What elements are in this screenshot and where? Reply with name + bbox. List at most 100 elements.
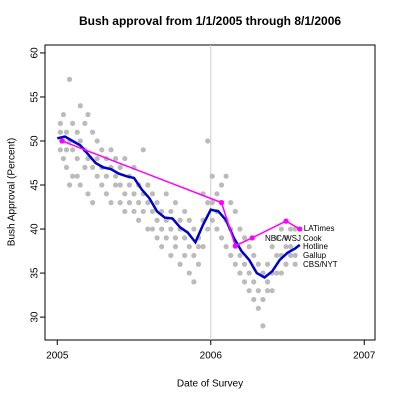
- point: [255, 261, 261, 267]
- point: [292, 261, 298, 267]
- point: [209, 173, 215, 179]
- point: [283, 244, 289, 250]
- point: [292, 252, 298, 259]
- point: [94, 173, 100, 179]
- point: [85, 191, 91, 197]
- point: [57, 129, 63, 135]
- point: [246, 244, 252, 250]
- point: [66, 182, 73, 188]
- y-tick-label: 50: [30, 135, 41, 147]
- point: [63, 129, 70, 135]
- point: [205, 226, 211, 232]
- point: [74, 129, 80, 135]
- point: [117, 200, 123, 206]
- plot-frame: [44, 44, 376, 341]
- point: [99, 147, 105, 153]
- point: [232, 208, 238, 215]
- point: [260, 270, 266, 276]
- point: [154, 235, 160, 241]
- annotation: Gallup: [303, 251, 327, 260]
- line: [61, 140, 301, 247]
- y-tick-label: 35: [30, 267, 41, 279]
- annotation: NBC/WSJ: [265, 234, 301, 243]
- point: [70, 120, 76, 126]
- y-axis-title: Bush Approval (Percent): [7, 138, 18, 246]
- point: [255, 288, 261, 294]
- point: [249, 235, 255, 241]
- point: [232, 261, 238, 267]
- point: [228, 252, 234, 259]
- point: [85, 111, 91, 118]
- point: [126, 200, 133, 206]
- point: [195, 244, 202, 250]
- point: [232, 243, 238, 249]
- point: [191, 279, 197, 285]
- point: [131, 191, 137, 197]
- y-tick-label: 60: [30, 47, 41, 59]
- point: [126, 182, 133, 188]
- point: [223, 244, 229, 250]
- point: [168, 208, 174, 215]
- point: [145, 226, 151, 232]
- y-tick-label: 55: [30, 91, 41, 103]
- y-tick-label: 30: [30, 311, 41, 323]
- point: [140, 208, 146, 215]
- point: [264, 261, 271, 267]
- annotation: Hotline: [303, 242, 328, 251]
- point: [283, 235, 289, 241]
- point: [274, 270, 280, 276]
- point: [63, 164, 70, 171]
- point: [283, 261, 289, 267]
- point: [149, 226, 156, 232]
- point: [57, 147, 63, 153]
- point: [195, 261, 202, 267]
- point: [218, 235, 225, 241]
- point: [177, 217, 183, 223]
- point: [218, 182, 225, 188]
- point: [145, 182, 151, 188]
- x-tick-label: 2007: [353, 351, 376, 362]
- point: [89, 129, 96, 135]
- point: [113, 182, 119, 188]
- point: [274, 252, 280, 259]
- point: [77, 182, 83, 188]
- line: [56, 135, 301, 279]
- point: [269, 288, 275, 294]
- point: [89, 164, 96, 171]
- point: [260, 323, 266, 329]
- point: [103, 173, 109, 179]
- point: [154, 217, 160, 223]
- point: [182, 208, 188, 215]
- point: [214, 191, 220, 197]
- point: [117, 182, 123, 188]
- y-tick-label: 40: [30, 223, 41, 235]
- chart-title: Bush approval from 1/1/2005 through 8/1/…: [79, 14, 341, 28]
- point: [59, 138, 65, 144]
- point: [163, 191, 169, 197]
- point: [113, 173, 119, 179]
- point: [172, 235, 179, 241]
- point: [154, 200, 160, 206]
- point: [145, 200, 151, 206]
- point: [241, 235, 248, 241]
- point: [287, 244, 294, 250]
- point: [136, 200, 142, 206]
- point: [131, 208, 137, 215]
- point: [66, 76, 73, 82]
- point: [70, 147, 76, 153]
- point: [159, 226, 165, 232]
- point: [241, 279, 248, 285]
- point: [136, 217, 142, 223]
- point: [113, 155, 119, 162]
- point: [108, 200, 114, 206]
- point: [149, 191, 156, 197]
- point: [297, 226, 303, 232]
- x-tick-label: 2006: [200, 351, 223, 362]
- point: [159, 244, 165, 250]
- point: [251, 252, 257, 259]
- point: [287, 226, 294, 232]
- series-label: LATimes: [304, 224, 335, 233]
- point: [94, 138, 100, 144]
- point: [94, 155, 100, 162]
- point: [223, 173, 229, 179]
